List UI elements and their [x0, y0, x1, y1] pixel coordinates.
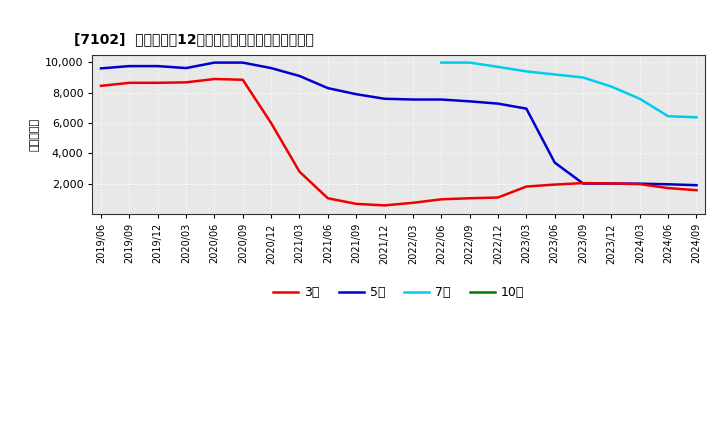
5年: [96, 66, 105, 71]
3年: [238, 77, 247, 82]
5年: [664, 182, 672, 187]
3年: [636, 181, 644, 187]
Line: 7年: 7年: [441, 62, 696, 117]
Text: [7102]  当期純利益12か月移動合計の標準偏差の推移: [7102] 当期純利益12か月移動合計の標準偏差の推移: [74, 33, 314, 47]
Legend: 3年, 5年, 7年, 10年: 3年, 5年, 7年, 10年: [269, 281, 529, 304]
7年: [494, 64, 503, 70]
5年: [692, 183, 701, 188]
Line: 3年: 3年: [101, 79, 696, 205]
5年: [125, 63, 134, 69]
3年: [664, 185, 672, 191]
5年: [607, 181, 616, 186]
Line: 5年: 5年: [101, 62, 696, 185]
5年: [352, 92, 361, 97]
3年: [153, 80, 162, 85]
5年: [579, 181, 588, 186]
5年: [210, 60, 219, 65]
3年: [409, 200, 418, 205]
7年: [664, 114, 672, 119]
3年: [96, 83, 105, 88]
3年: [181, 80, 190, 85]
5年: [437, 97, 446, 102]
7年: [636, 96, 644, 101]
5年: [409, 97, 418, 102]
7年: [437, 60, 446, 65]
3年: [579, 180, 588, 186]
3年: [550, 182, 559, 187]
7年: [465, 60, 474, 65]
3年: [692, 187, 701, 193]
3年: [437, 197, 446, 202]
3年: [267, 121, 276, 126]
3年: [465, 196, 474, 201]
5年: [323, 85, 332, 91]
3年: [323, 196, 332, 201]
5年: [238, 60, 247, 65]
5年: [181, 66, 190, 71]
3年: [352, 201, 361, 206]
7年: [692, 115, 701, 120]
7年: [607, 84, 616, 89]
3年: [295, 169, 304, 174]
5年: [295, 73, 304, 79]
5年: [153, 63, 162, 69]
3年: [494, 195, 503, 200]
5年: [494, 101, 503, 106]
5年: [380, 96, 389, 101]
3年: [210, 77, 219, 82]
7年: [550, 72, 559, 77]
3年: [380, 203, 389, 208]
7年: [522, 69, 531, 74]
7年: [579, 75, 588, 80]
3年: [607, 181, 616, 186]
5年: [465, 99, 474, 104]
5年: [636, 181, 644, 186]
5年: [522, 106, 531, 111]
Y-axis label: （百万円）: （百万円）: [30, 118, 40, 151]
3年: [522, 184, 531, 189]
5年: [550, 160, 559, 165]
5年: [267, 66, 276, 71]
3年: [125, 80, 134, 85]
